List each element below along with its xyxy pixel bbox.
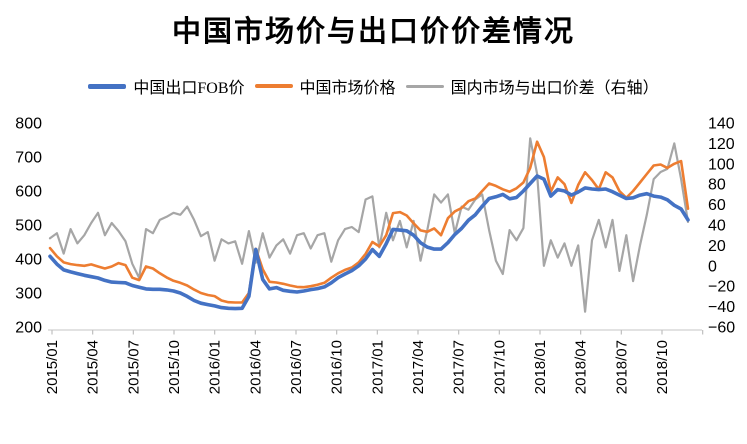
- right-axis-tick-label: −40: [708, 299, 735, 316]
- right-axis-tick-label: 100: [708, 156, 735, 173]
- left-axis-tick-label: 200: [15, 320, 42, 337]
- x-tick-label: 2015/10: [166, 340, 183, 394]
- left-axis-tick-label: 600: [15, 184, 42, 201]
- legend-label-market: 中国市场价格: [299, 80, 396, 97]
- x-tick-label: 2016/10: [329, 340, 346, 394]
- right-axis-tick-label: 120: [708, 136, 735, 153]
- series-line-market: [48, 140, 690, 304]
- fob-line-swatch-icon: [88, 83, 127, 89]
- legend-label-fob: 中国出口FOB价: [133, 80, 245, 97]
- x-tick-label: 2016/01: [207, 340, 224, 394]
- left-axis-tick-label: 300: [15, 286, 42, 303]
- right-axis-tick-label: −20: [708, 279, 735, 296]
- x-tick-label: 2015/01: [44, 340, 61, 394]
- market-line-swatch-icon: [254, 84, 293, 88]
- legend-label-spread: 国内市场与出口价差（右轴）: [450, 80, 659, 97]
- x-tick-label: 2015/07: [125, 340, 142, 394]
- x-tick-label: 2016/07: [288, 340, 305, 394]
- spread-line-swatch-icon: [405, 84, 444, 88]
- legend: 中国出口FOB价 中国市场价格 国内市场与出口价差（右轴）: [0, 74, 747, 98]
- left-axis-tick-label: 400: [15, 252, 42, 269]
- legend-item-fob: 中国出口FOB价: [88, 74, 245, 98]
- x-tick-label: 2016/04: [247, 340, 264, 394]
- chart-title: 中国市场价与出口价价差情况: [171, 16, 575, 48]
- right-axis-tick-label: −60: [708, 320, 735, 337]
- right-axis-tick-label: 20: [708, 238, 726, 255]
- left-axis-tick-label: 500: [15, 218, 42, 235]
- left-axis-tick-label: 700: [15, 150, 42, 167]
- x-tick-label: 2017/10: [491, 340, 508, 394]
- series-line-fob: [48, 174, 690, 311]
- legend-item-market: 中国市场价格: [254, 74, 396, 98]
- legend-item-spread: 国内市场与出口价差（右轴）: [405, 74, 659, 98]
- right-axis-tick-label: 0: [708, 258, 717, 275]
- x-tick-label: 2018/07: [613, 340, 630, 394]
- x-tick-label: 2018/10: [654, 340, 671, 394]
- right-axis-tick-label: 140: [708, 116, 735, 133]
- x-tick-label: 2018/04: [573, 340, 590, 394]
- x-tick-label: 2015/04: [85, 340, 102, 394]
- x-tick-label: 2018/01: [532, 340, 549, 394]
- right-axis-tick-label: 80: [708, 177, 726, 194]
- x-tick-label: 2017/04: [410, 340, 427, 394]
- series-line-spread: [48, 137, 690, 313]
- x-tick-label: 2017/01: [369, 340, 386, 394]
- right-axis-tick-label: 40: [708, 218, 726, 235]
- right-axis-tick-label: 60: [708, 197, 726, 214]
- left-axis-tick-label: 800: [15, 116, 42, 133]
- x-tick-label: 2017/07: [451, 340, 468, 394]
